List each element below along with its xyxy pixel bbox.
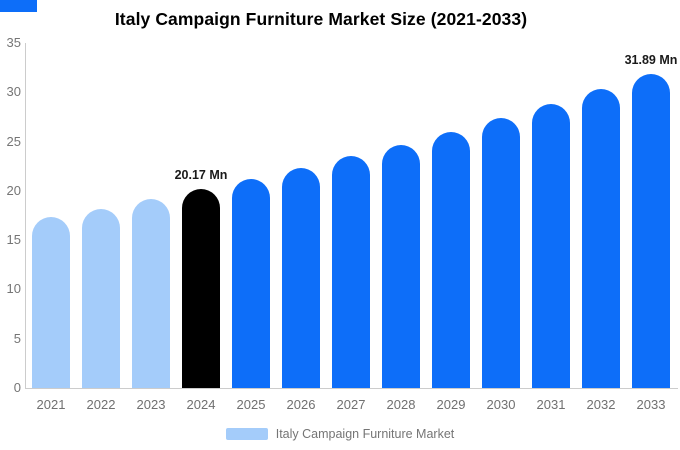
x-tick-label-2028: 2028 (386, 397, 416, 412)
x-tick-label-2029: 2029 (436, 397, 466, 412)
legend-label[interactable]: Italy Campaign Furniture Market (275, 427, 455, 441)
bar-2026 (282, 168, 320, 388)
bar-2022 (82, 208, 120, 388)
bar-2023 (132, 198, 170, 388)
x-tick-label-2021: 2021 (36, 397, 66, 412)
x-tick-label-2024: 2024 (186, 397, 216, 412)
legend[interactable]: Italy Campaign Furniture Market (0, 427, 680, 441)
chart-title: Italy Campaign Furniture Market Size (20… (114, 9, 528, 29)
bar-2033 (632, 73, 670, 388)
bar-2028 (382, 144, 420, 388)
bar-2027 (332, 156, 370, 388)
x-tick-label-2030: 2030 (486, 397, 516, 412)
y-axis-line (25, 43, 26, 389)
bar-2031 (532, 104, 570, 388)
x-tick-label-2027: 2027 (336, 397, 366, 412)
y-tick-label-20: 20 (6, 182, 21, 198)
y-tick-label-0: 0 (13, 380, 21, 395)
x-tick-label-2033: 2033 (636, 397, 666, 412)
value-label-2033: 31.89 Mn (624, 52, 678, 67)
y-tick-label-5: 5 (13, 330, 21, 346)
value-label-2024: 20.17 Mn (174, 168, 228, 183)
x-tick-label-2022: 2022 (86, 397, 116, 412)
plot-area: 20.17 Mn 31.89 Mn (26, 43, 678, 388)
y-tick-label-25: 25 (6, 133, 21, 149)
bar-2025 (232, 179, 270, 388)
y-tick-label-10: 10 (6, 281, 21, 297)
legend-swatch[interactable] (225, 428, 268, 440)
bar-2024 (182, 189, 220, 388)
x-tick-label-2032: 2032 (586, 397, 616, 412)
bar-2030 (482, 117, 520, 388)
y-tick-label-15: 15 (6, 232, 21, 248)
y-tick-label-30: 30 (6, 84, 21, 100)
bar-2029 (432, 131, 470, 388)
y-tick-label-35: 35 (6, 35, 21, 50)
corner-accent-bar (0, 0, 37, 12)
x-tick-label-2023: 2023 (136, 397, 166, 412)
x-axis-line (25, 388, 678, 389)
x-tick-label-2025: 2025 (236, 397, 266, 412)
bar-2021 (32, 217, 70, 388)
x-tick-label-2026: 2026 (286, 397, 316, 412)
x-tick-label-2031: 2031 (536, 397, 566, 412)
bar-2032 (582, 89, 620, 388)
